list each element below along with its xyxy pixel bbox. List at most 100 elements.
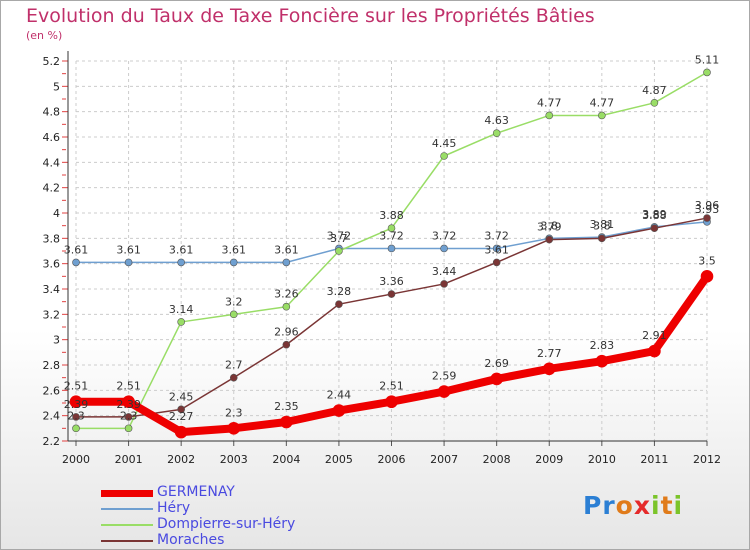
data-point-dompierre-sur-h-ry [387,224,396,232]
data-label-dompierre-sur-h-ry: 3.7 [330,232,348,245]
data-point-h-ry [387,244,396,253]
legend-label-dompierre: Dompierre-sur-Héry [157,516,296,532]
data-point-moraches [598,234,606,243]
data-point-moraches [703,214,711,222]
data-label-dompierre-sur-h-ry: 4.77 [537,96,562,109]
data-label-h-ry: 3.61 [274,243,299,256]
data-label-dompierre-sur-h-ry: 4.45 [432,137,457,150]
data-label-germenay: 2.3 [225,406,243,419]
data-label-germenay: 2.51 [64,380,89,393]
data-point-dompierre-sur-h-ry [282,302,291,311]
proxiti-logo: Proxiti [583,491,683,520]
y-axis-unit-label: (en %) [26,29,63,42]
data-label-dompierre-sur-h-ry: 3.88 [379,209,404,222]
data-point-germenay [385,395,398,409]
data-point-h-ry [440,244,448,253]
y-tick-label: 2.8 [43,359,61,372]
data-label-germenay: 2.44 [327,389,352,402]
data-point-dompierre-sur-h-ry [229,310,238,319]
data-label-moraches: 3.79 [537,221,562,234]
data-label-h-ry: 3.93 [695,203,720,216]
data-label-h-ry: 3.81 [590,218,615,231]
data-label-dompierre-sur-h-ry: 2.3 [67,409,85,422]
data-label-moraches: 2.39 [116,398,141,411]
x-tick-label: 2011 [640,453,668,466]
data-point-germenay [280,415,293,429]
data-label-germenay: 2.35 [274,400,299,413]
data-point-dompierre-sur-h-ry [703,68,711,77]
data-point-germenay [122,395,135,409]
x-tick-label: 2010 [588,453,616,466]
y-tick-label: 3 [53,334,60,347]
y-tick-label: 3.4 [43,283,61,296]
data-label-moraches: 3.36 [379,275,404,288]
y-tick-label: 3.8 [43,232,61,245]
data-point-dompierre-sur-h-ry [545,111,554,120]
data-point-dompierre-sur-h-ry [72,424,80,433]
y-tick-label: 5.2 [43,55,61,68]
data-label-dompierre-sur-h-ry: 3.14 [169,303,194,316]
series-line-germenay [72,272,711,437]
data-label-germenay: 2.83 [590,339,615,352]
x-tick-label: 2007 [430,453,458,466]
data-point-moraches [492,258,501,267]
y-tick-label: 3.2 [43,308,61,321]
data-point-moraches [177,405,185,414]
logo-letter: x [633,491,651,520]
data-label-moraches: 3.96 [695,199,720,212]
data-point-germenay [69,395,83,409]
data-label-h-ry: 3.72 [327,229,352,242]
data-point-germenay [542,362,556,376]
chart-title: Evolution du Taux de Taxe Foncière sur l… [26,5,595,27]
data-label-h-ry: 3.72 [432,229,457,242]
x-tick-label: 2009 [535,453,563,466]
y-tick-label: 2.6 [43,384,61,397]
x-tick-label: 2006 [378,453,406,466]
data-label-dompierre-sur-h-ry: 3.2 [225,295,243,308]
data-label-germenay: 2.27 [169,410,194,423]
data-label-dompierre-sur-h-ry: 4.63 [484,114,509,127]
data-label-moraches: 2.7 [225,359,243,372]
logo-letter: P [583,491,603,520]
y-tick-label: 4.4 [43,156,61,169]
data-point-h-ry [124,258,133,267]
y-tick-label: 3.6 [43,258,61,271]
data-point-germenay [648,344,661,358]
data-label-moraches: 3.88 [642,209,667,222]
data-label-h-ry: 3.61 [64,243,89,256]
data-label-dompierre-sur-h-ry: 4.87 [642,84,667,97]
data-label-moraches: 3.44 [432,265,457,278]
data-point-moraches [229,373,238,382]
data-point-h-ry [72,258,80,267]
x-tick-label: 2004 [272,453,300,466]
legend-swatch-hery [101,508,153,510]
data-label-germenay: 2.91 [642,329,667,342]
logo-letter: i [651,491,661,520]
data-label-germenay: 2.69 [484,357,509,370]
data-point-germenay [700,270,714,283]
data-point-germenay [437,385,451,398]
legend-swatch-moraches [101,540,153,542]
data-point-moraches [72,413,80,421]
data-point-moraches [335,300,343,309]
y-tick-label: 4.8 [43,106,61,119]
data-label-dompierre-sur-h-ry: 3.26 [274,288,299,301]
data-point-germenay [595,354,609,368]
logo-letter: t [660,491,674,520]
y-tick-label: 4.6 [43,131,61,144]
legend-swatch-dompierre [101,524,153,526]
y-tick-label: 2.4 [43,410,61,423]
logo-letter: r [602,491,616,520]
x-tick-label: 2008 [483,453,511,466]
data-point-h-ry [229,258,238,267]
x-tick-label: 2005 [325,453,353,466]
data-point-moraches [440,280,448,288]
data-label-h-ry: 3.8 [541,219,559,232]
data-label-dompierre-sur-h-ry: 2.3 [120,409,138,422]
data-label-h-ry: 3.72 [379,229,404,242]
logo-letter: i [673,491,684,520]
y-tick-label: 2.2 [43,435,61,448]
data-label-dompierre-sur-h-ry: 4.77 [590,96,615,109]
data-point-h-ry [492,244,501,253]
data-point-h-ry [177,258,185,267]
